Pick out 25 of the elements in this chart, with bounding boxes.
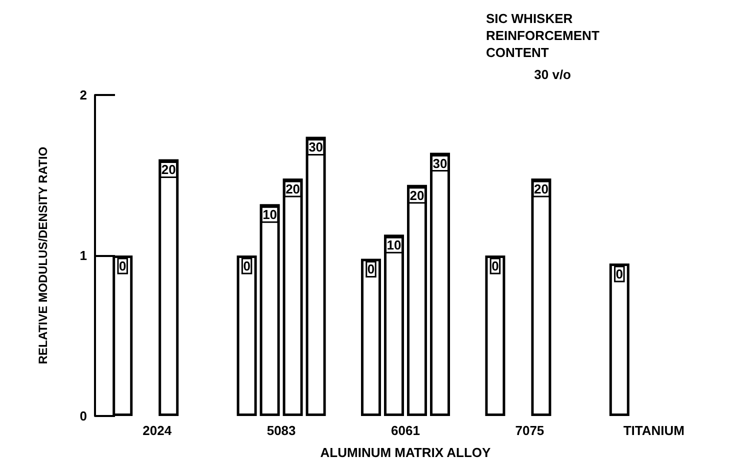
- text: 10: [386, 238, 402, 253]
- text: 30 v/o: [534, 67, 572, 82]
- x-tick-label: 7075: [515, 423, 544, 438]
- x-axis-title: ALUMINUM MATRIX ALLOY: [320, 445, 492, 460]
- x-tick-label: 5083: [266, 423, 296, 438]
- text: 20: [410, 188, 424, 203]
- text: 30: [432, 156, 448, 171]
- series-label: 0: [118, 258, 126, 274]
- text: 0: [492, 258, 499, 274]
- x-tick-label: 2024: [142, 423, 172, 438]
- text: 20: [286, 181, 300, 196]
- text: 20: [534, 181, 548, 196]
- x-tick-label: TITANIUM: [623, 423, 684, 438]
- series-label: 10: [262, 207, 278, 222]
- text: 0: [367, 262, 375, 277]
- series-label: 30: [308, 140, 324, 155]
- y-tick-label: 2: [80, 88, 87, 102]
- y-axis-title: RELATIVE MODULUS/DENSITY RATIO: [36, 146, 50, 364]
- legend-title: SIC WHISKER REINFORCEMENT CONTENT: [486, 11, 603, 60]
- series-label: 20: [161, 162, 176, 178]
- x-tick-label: 6061: [391, 423, 420, 438]
- y-tick-label: 1: [80, 248, 87, 263]
- y-tick-label: 0: [80, 408, 87, 424]
- text: 0: [243, 258, 250, 274]
- text: 0: [616, 266, 624, 282]
